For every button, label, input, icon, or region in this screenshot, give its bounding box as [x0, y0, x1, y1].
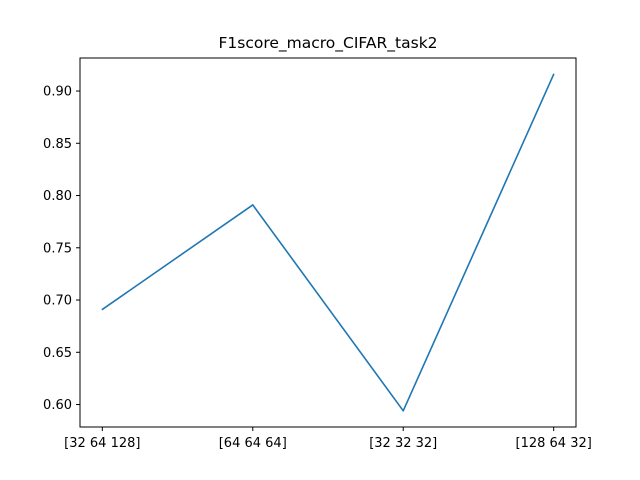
chart-title: F1score_macro_CIFAR_task2 [218, 34, 437, 53]
y-tick-label: 0.80 [43, 189, 72, 204]
y-axis: 0.60 0.65 0.70 0.75 0.80 0.85 0.90 [43, 85, 80, 413]
data-point [101, 308, 104, 311]
x-tick-label: [32 32 32] [369, 436, 437, 451]
x-tick-label: [32 64 128] [64, 436, 140, 451]
y-tick-label: 0.70 [43, 294, 72, 309]
plot-frame [79, 57, 577, 428]
y-tick-label: 0.90 [43, 85, 72, 100]
x-tick-label: [128 64 32] [516, 436, 592, 451]
x-axis: [32 64 128] [64 64 64] [32 32 32] [128 64 3… [64, 427, 592, 451]
series-line [101, 73, 555, 412]
x-tick-label: [64 64 64] [219, 436, 287, 451]
data-point [251, 204, 254, 206]
y-tick-label: 0.85 [43, 137, 72, 152]
data-point [552, 73, 555, 76]
series-layer [101, 73, 555, 412]
y-tick-label: 0.65 [43, 346, 72, 361]
y-tick-label: 0.75 [43, 241, 72, 256]
data-point [402, 410, 405, 412]
y-tick-label: 0.60 [43, 398, 72, 413]
